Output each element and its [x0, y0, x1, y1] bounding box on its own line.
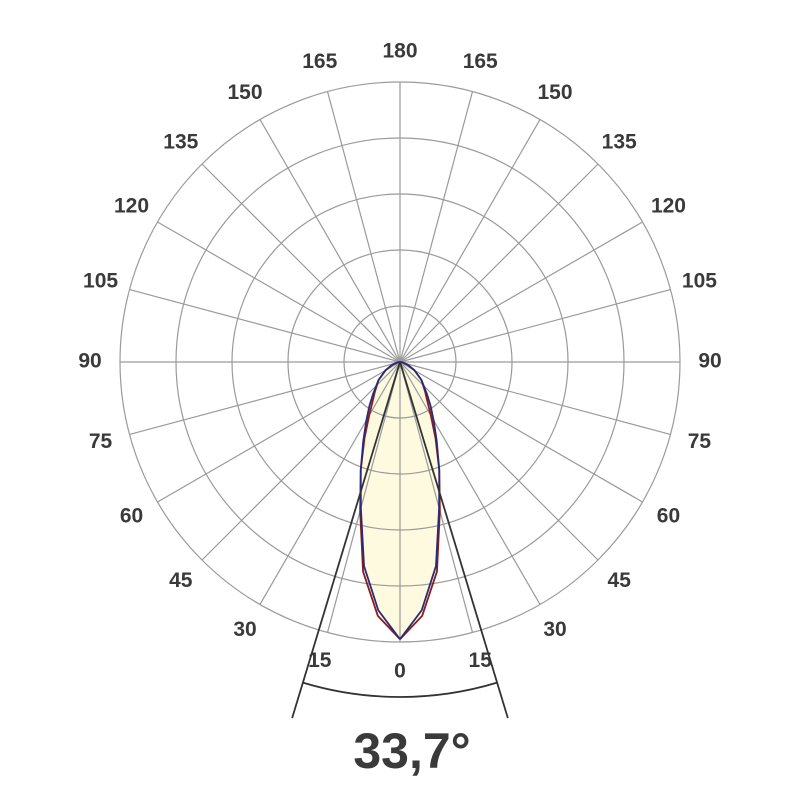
beam-line	[399, 361, 509, 719]
intensity-curve	[399, 361, 441, 640]
spoke	[326, 361, 401, 633]
angle-label: 165	[302, 50, 337, 73]
spoke	[399, 361, 643, 503]
angle-label: 135	[163, 130, 198, 153]
spoke	[201, 361, 401, 561]
spoke	[129, 288, 401, 363]
intensity-curve	[359, 361, 401, 640]
angle-label: 15	[308, 649, 332, 672]
spoke	[399, 361, 474, 633]
angle-label: 120	[114, 195, 149, 218]
angle-label: 90	[698, 350, 721, 373]
angle-label: 150	[227, 81, 262, 104]
spoke	[259, 119, 401, 363]
angle-label: 60	[120, 505, 143, 528]
spoke	[259, 361, 401, 605]
spoke	[157, 361, 401, 503]
angle-label: 105	[682, 269, 717, 292]
spoke	[399, 361, 599, 561]
angle-label: 120	[651, 195, 686, 218]
spoke	[399, 221, 643, 363]
angle-label: 90	[78, 350, 101, 373]
spoke	[201, 163, 401, 363]
spoke	[399, 119, 541, 363]
spoke	[399, 163, 599, 363]
angle-label: 75	[688, 430, 712, 453]
angle-label: 60	[657, 505, 680, 528]
beam-angle-label: 33,7°	[353, 723, 470, 779]
angle-label: 180	[382, 40, 417, 63]
spoke	[157, 221, 401, 363]
angle-label: 45	[608, 569, 632, 592]
angle-label: 165	[463, 50, 498, 73]
spoke	[326, 91, 401, 363]
angle-label: 30	[233, 618, 256, 641]
beam-line	[291, 361, 401, 719]
angle-label: 75	[89, 430, 113, 453]
angle-label: 30	[543, 618, 566, 641]
spoke	[399, 91, 474, 363]
angle-label: 45	[169, 569, 193, 592]
spoke	[399, 361, 671, 436]
spoke	[129, 361, 401, 436]
angle-label: 135	[602, 130, 637, 153]
angle-label: 150	[537, 81, 572, 104]
angle-label: 15	[469, 649, 493, 672]
beam-arc	[302, 681, 498, 698]
spoke	[399, 288, 671, 363]
angle-label: 105	[83, 269, 118, 292]
angle-label: 0	[394, 660, 406, 683]
spoke	[399, 361, 541, 605]
